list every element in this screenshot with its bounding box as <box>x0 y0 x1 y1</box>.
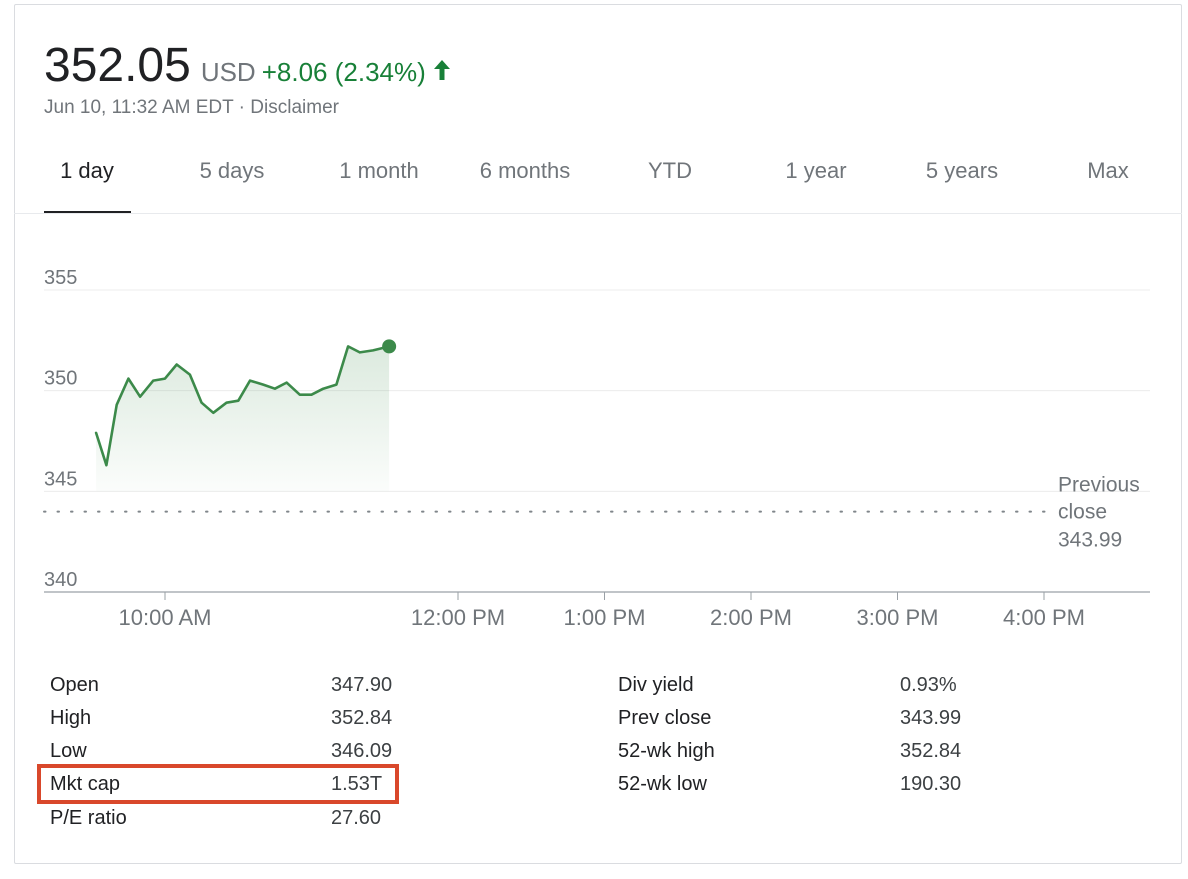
stat-label-low: Low <box>50 740 87 762</box>
tab-5-days[interactable]: 5 days <box>199 158 265 183</box>
arrow-up-icon <box>432 59 452 86</box>
mkt-cap-highlight-box <box>37 764 399 804</box>
y-tick-label: 345 <box>44 468 77 490</box>
stat-value-prev-close: 343.99 <box>900 707 962 729</box>
x-tick-label: 12:00 PM <box>411 605 505 630</box>
price-change: +8.06 (2.34%) <box>261 57 426 87</box>
stat-value-mkt-cap: 1.53T <box>331 773 383 795</box>
tab-6-months[interactable]: 6 months <box>479 158 571 183</box>
currency-label: USD <box>200 57 256 87</box>
stat-label-52wk-low: 52-wk low <box>618 773 707 795</box>
current-price-dot <box>382 339 397 354</box>
time-range-tabs: 1 day 5 days 1 month 6 months YTD 1 year… <box>14 150 1182 214</box>
stat-label-div-yield: Div yield <box>618 674 694 696</box>
active-tab-indicator <box>44 211 131 214</box>
current-price: 352.05 <box>44 39 191 92</box>
quote-timestamp: Jun 10, 11:32 AM EDT <box>44 97 234 118</box>
stat-label-high: High <box>50 707 92 729</box>
stat-label-52wk-high: 52-wk high <box>618 740 715 762</box>
stat-value-52wk-high: 352.84 <box>900 740 962 762</box>
stat-value-low: 346.09 <box>331 740 393 762</box>
y-tick-label: 355 <box>44 267 77 289</box>
stat-label-pe-ratio: P/E ratio <box>50 807 127 829</box>
previous-close-label: Previous close <box>1058 474 1146 524</box>
x-tick-label: 2:00 PM <box>710 605 792 630</box>
x-tick-label: 4:00 PM <box>1003 605 1085 630</box>
separator-dot: · <box>233 97 251 118</box>
disclaimer-link[interactable]: Disclaimer <box>250 97 339 118</box>
price-chart: 355 350 345 340 10:00 AM 12:00 PM 1:00 PM 2:00 … <box>43 267 1150 630</box>
stat-label-prev-close: Prev close <box>618 707 712 729</box>
tab-max[interactable]: Max <box>1087 158 1129 183</box>
stat-value-div-yield: 0.93% <box>900 674 957 696</box>
tab-1-year[interactable]: 1 year <box>785 158 847 183</box>
previous-close-value: 343.99 <box>1058 529 1122 552</box>
tab-5-years[interactable]: 5 years <box>925 158 999 183</box>
y-tick-label: 350 <box>44 368 77 390</box>
stat-value-pe-ratio: 27.60 <box>331 807 382 829</box>
stat-value-52wk-low: 190.30 <box>900 773 962 795</box>
tab-1-month[interactable]: 1 month <box>339 158 419 183</box>
y-tick-label: 340 <box>44 569 77 591</box>
x-tick-label: 1:00 PM <box>564 605 646 630</box>
stat-value-high: 352.84 <box>331 707 393 729</box>
stat-value-open: 347.90 <box>331 674 393 696</box>
tab-1-day[interactable]: 1 day <box>60 158 114 183</box>
x-tick-label: 3:00 PM <box>857 605 939 630</box>
price-area-fill <box>96 346 390 492</box>
price-row: 352.05 USD +8.06 (2.34%) <box>44 38 452 93</box>
stat-label-open: Open <box>50 674 99 696</box>
tab-ytd[interactable]: YTD <box>648 158 692 183</box>
tabs-divider <box>14 213 1182 214</box>
quote-timestamp-line: Jun 10, 11:32 AM EDT · Disclaimer <box>44 97 339 119</box>
x-tick-label: 10:00 AM <box>119 605 212 630</box>
stat-label-mkt-cap: Mkt cap <box>50 773 121 795</box>
